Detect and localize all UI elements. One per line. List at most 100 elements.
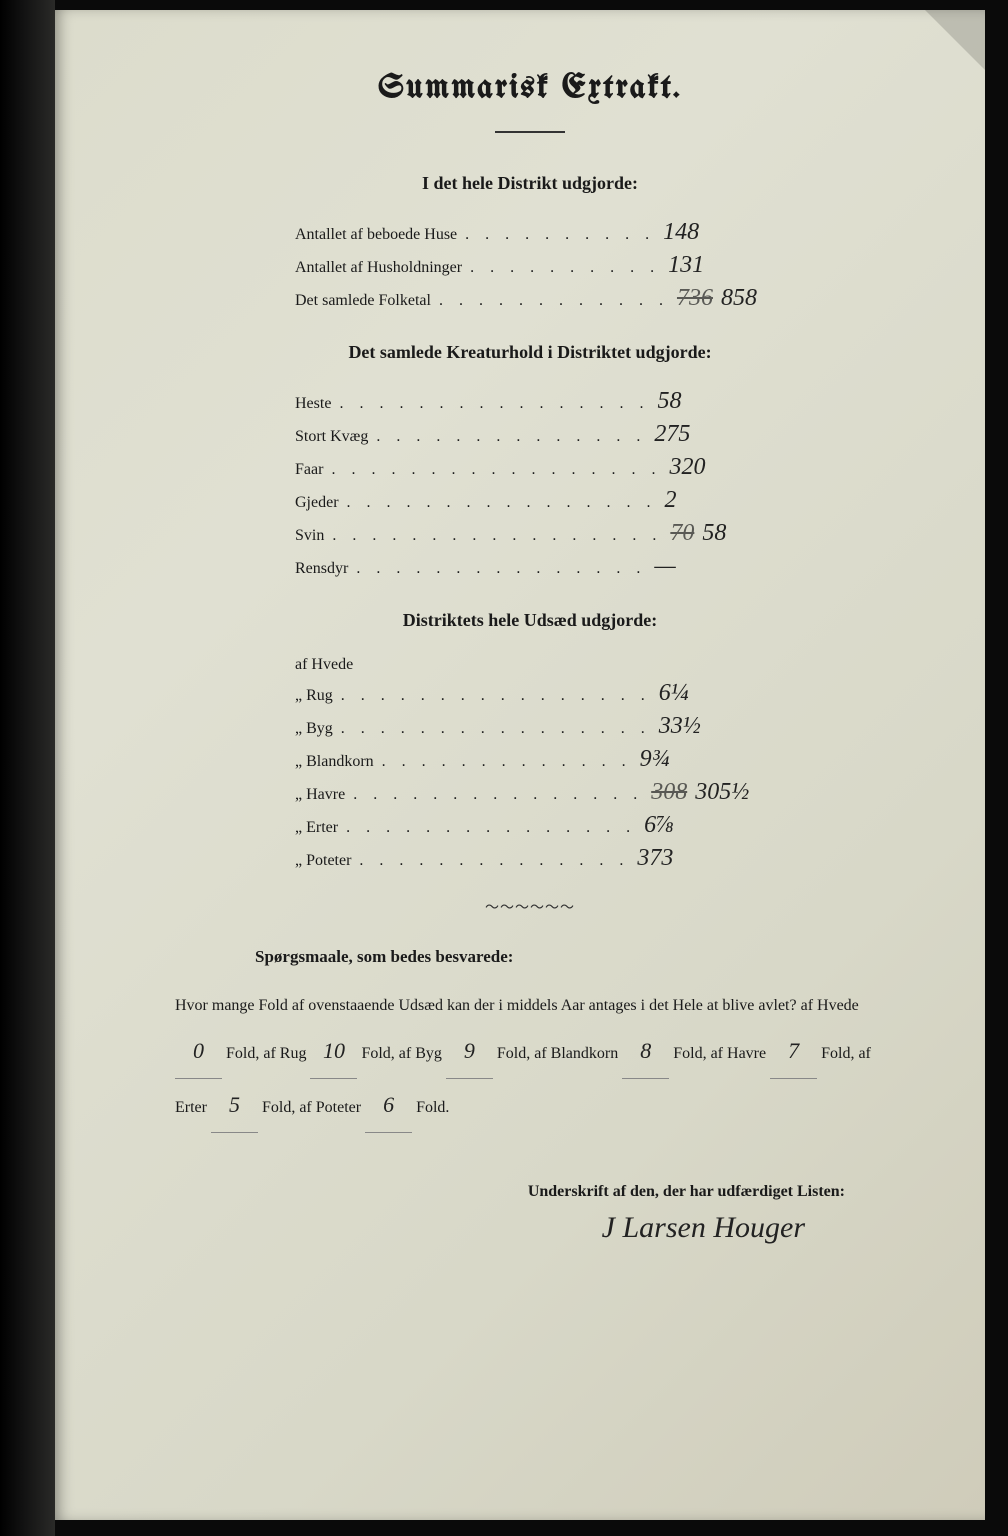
seed-row: „ Erter . . . . . . . . . . . . . . . 6⅞ <box>295 812 925 839</box>
seed-label: „ Blandkorn <box>295 753 374 771</box>
livestock-value: 7058 <box>670 520 790 547</box>
district-total-value: 148 <box>663 219 783 246</box>
livestock-label: Heste <box>295 395 331 413</box>
seed-row: „ Rug . . . . . . . . . . . . . . . . 6¼ <box>295 680 925 707</box>
section1-rows: Antallet af beboede Huse . . . . . . . . … <box>135 219 925 312</box>
fold-unit: Fold. <box>412 1099 449 1116</box>
leader-dots: . . . . . . . . . . . . . . . . <box>341 720 651 738</box>
leader-dots: . . . . . . . . . . . . . <box>382 753 632 771</box>
seed-value: 373 <box>637 845 757 872</box>
title-rule <box>495 131 565 133</box>
seed-row: „ Havre . . . . . . . . . . . . . . . 3083… <box>295 779 925 806</box>
livestock-label: Stort Kvæg <box>295 428 368 446</box>
fold-value: 5 <box>211 1079 258 1133</box>
fold-value: 9 <box>446 1025 493 1079</box>
livestock-row: Rensdyr . . . . . . . . . . . . . . . — <box>295 553 925 580</box>
leader-dots: . . . . . . . . . . . . . . . <box>356 560 646 578</box>
seed-row: „ Poteter . . . . . . . . . . . . . . 373 <box>295 845 925 872</box>
leader-dots: . . . . . . . . . . . . . . . . <box>339 395 649 413</box>
fold-crop: af Rug <box>263 1045 310 1062</box>
document-title: Summarisk Extrakt. <box>135 70 925 106</box>
signature-label: Underskrift af den, der har udfærdiget L… <box>135 1183 845 1201</box>
seed-label: „ Byg <box>295 720 333 738</box>
livestock-row: Svin . . . . . . . . . . . . . . . . . 705… <box>295 520 925 547</box>
livestock-row: Stort Kvæg . . . . . . . . . . . . . . 275 <box>295 421 925 448</box>
leader-dots: . . . . . . . . . . . . . . . . <box>341 687 651 705</box>
seed-label: „ Erter <box>295 819 338 837</box>
fold-value: 7 <box>770 1025 817 1079</box>
livestock-label: Svin <box>295 527 324 545</box>
book-binding <box>0 0 55 1536</box>
fold-value: 10 <box>310 1025 357 1079</box>
seed-label: „ Havre <box>295 786 345 804</box>
seed-value: 308305½ <box>651 779 771 806</box>
livestock-label: Faar <box>295 461 323 479</box>
fold-unit: Fold, <box>222 1045 263 1062</box>
signature-name: J Larsen Houger <box>135 1211 805 1245</box>
seed-label: „ Rug <box>295 687 333 705</box>
district-total-label: Antallet af beboede Huse <box>295 226 457 244</box>
seed-value: 6¼ <box>659 680 779 707</box>
livestock-label: Rensdyr <box>295 560 348 578</box>
fold-crop: af Havre <box>711 1045 771 1062</box>
fold-unit: Fold, <box>493 1045 534 1062</box>
seed-label: af Hvede <box>295 656 353 674</box>
fold-value: 8 <box>622 1025 669 1079</box>
fold-crop: af Poteter <box>299 1099 365 1116</box>
corner-fold <box>925 10 985 70</box>
seed-value: 33½ <box>659 713 779 740</box>
fold-value: 6 <box>365 1079 412 1133</box>
leader-dots: . . . . . . . . . . . . . . . <box>346 819 636 837</box>
fold-crop: af Blandkorn <box>534 1045 622 1062</box>
section3-rows: af Hvede „ Rug . . . . . . . . . . . . . .… <box>135 656 925 872</box>
fold-crop: af Byg <box>399 1045 446 1062</box>
fold-unit: Fold, <box>258 1099 299 1116</box>
section1-heading: I det hele Distrikt udgjorde: <box>135 173 925 194</box>
district-total-row: Antallet af beboede Huse . . . . . . . . … <box>295 219 925 246</box>
leader-dots: . . . . . . . . . . <box>470 259 660 277</box>
livestock-value: 275 <box>654 421 774 448</box>
fold-unit: Fold, <box>817 1045 858 1062</box>
fold-unit: Fold, <box>669 1045 710 1062</box>
paper-sheet: Summarisk Extrakt. I det hele Distrikt u… <box>55 10 985 1520</box>
fold-value: 0 <box>175 1025 222 1079</box>
leader-dots: . . . . . . . . . . . . . . . . . <box>332 527 662 545</box>
leader-dots: . . . . . . . . . . . . . . . <box>353 786 643 804</box>
page-wrap: Summarisk Extrakt. I det hele Distrikt u… <box>0 0 1008 1536</box>
livestock-value: 58 <box>657 388 777 415</box>
questions-intro: Hvor mange Fold af ovenstaaende Udsæd ka… <box>175 997 801 1014</box>
livestock-value: — <box>654 553 774 580</box>
questions-paragraph: Hvor mange Fold af ovenstaaende Udsæd ka… <box>175 987 905 1133</box>
district-total-label: Antallet af Husholdninger <box>295 259 462 277</box>
livestock-value: 320 <box>669 454 789 481</box>
livestock-row: Faar . . . . . . . . . . . . . . . . . 320 <box>295 454 925 481</box>
livestock-label: Gjeder <box>295 494 339 512</box>
seed-label: „ Poteter <box>295 852 351 870</box>
district-total-label: Det samlede Folketal <box>295 292 431 310</box>
section2-rows: Heste . . . . . . . . . . . . . . . . 58 St… <box>135 388 925 580</box>
livestock-value: 2 <box>665 487 785 514</box>
leader-dots: . . . . . . . . . . . . . . . . . <box>331 461 661 479</box>
district-total-row: Antallet af Husholdninger . . . . . . . .… <box>295 252 925 279</box>
seed-value: 6⅞ <box>644 812 764 839</box>
district-total-value: 736858 <box>677 285 797 312</box>
livestock-row: Heste . . . . . . . . . . . . . . . . 58 <box>295 388 925 415</box>
leader-dots: . . . . . . . . . . . . . . <box>376 428 646 446</box>
seed-row: af Hvede <box>295 656 925 674</box>
district-total-row: Det samlede Folketal . . . . . . . . . . … <box>295 285 925 312</box>
section2-heading: Det samlede Kreaturhold i Distriktet udg… <box>135 342 925 363</box>
leader-dots: . . . . . . . . . . . . <box>439 292 669 310</box>
seed-row: „ Blandkorn . . . . . . . . . . . . . 9¾ <box>295 746 925 773</box>
livestock-row: Gjeder . . . . . . . . . . . . . . . . 2 <box>295 487 925 514</box>
leader-dots: . . . . . . . . . . . . . . . . <box>347 494 657 512</box>
leader-dots: . . . . . . . . . . . . . . <box>359 852 629 870</box>
district-total-value: 131 <box>668 252 788 279</box>
divider-wavy: ～～～～～～ <box>135 897 925 917</box>
section3-heading: Distriktets hele Udsæd udgjorde: <box>135 610 925 631</box>
seed-value: 9¾ <box>640 746 760 773</box>
seed-row: „ Byg . . . . . . . . . . . . . . . . 33½ <box>295 713 925 740</box>
questions-heading: Spørgsmaale, som bedes besvarede: <box>255 947 925 967</box>
fold-unit: Fold, <box>357 1045 398 1062</box>
fold-crop: af Hvede <box>801 997 859 1014</box>
leader-dots: . . . . . . . . . . <box>465 226 655 244</box>
